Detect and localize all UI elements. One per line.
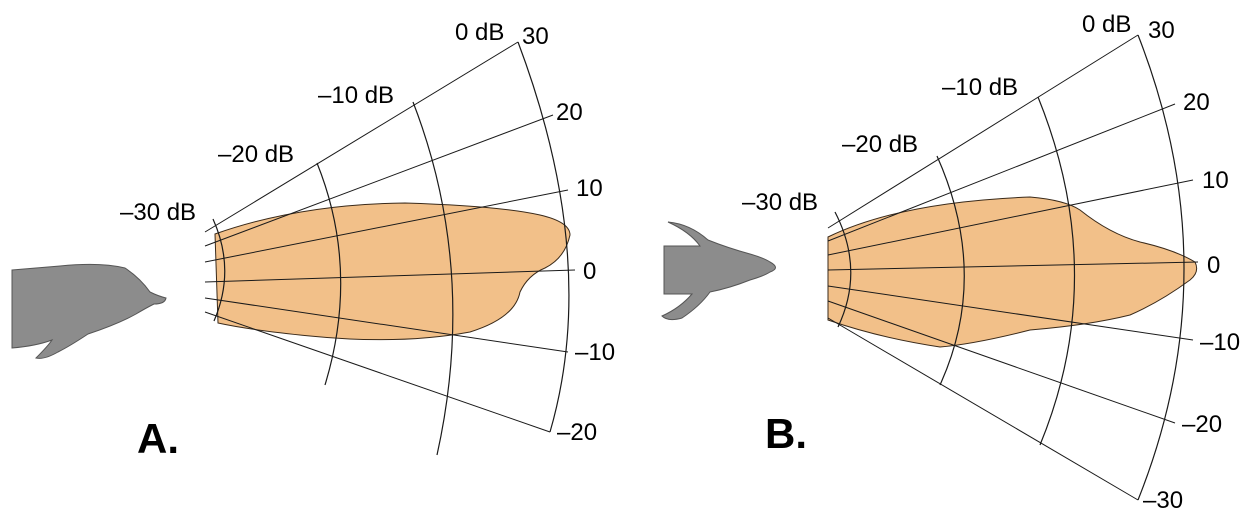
angle-label-neg10: –10 bbox=[575, 339, 615, 366]
angle-label-10: 10 bbox=[576, 175, 603, 202]
db-label-20: –20 dB bbox=[218, 141, 294, 168]
angle-label-30: 30 bbox=[522, 23, 549, 50]
angle-label-30: 30 bbox=[1148, 17, 1175, 44]
db-label-30: –30 dB bbox=[742, 189, 818, 216]
angle-label-20: 20 bbox=[556, 99, 583, 126]
angle-label-neg20: –20 bbox=[1182, 411, 1222, 438]
dolphin-top-view-icon bbox=[661, 221, 776, 321]
db-label-20: –20 dB bbox=[842, 131, 918, 158]
db-label-10: –10 dB bbox=[318, 82, 394, 109]
angle-label-neg10: –10 bbox=[1200, 329, 1240, 356]
db-label-10: –10 dB bbox=[942, 74, 1018, 101]
angle-label-0: 0 bbox=[583, 258, 596, 285]
angle-label-0: 0 bbox=[1207, 252, 1220, 279]
angle-label-neg30: –30 bbox=[1143, 487, 1183, 512]
panel-label-b: B. bbox=[765, 410, 807, 457]
db-label-0: 0 dB bbox=[1082, 11, 1131, 38]
panel-b: 0 dB –10 dB –20 dB –30 dB 30 20 10 0 –10… bbox=[661, 11, 1240, 512]
beam-pattern-area-b bbox=[827, 196, 1198, 348]
angle-label-20: 20 bbox=[1183, 89, 1210, 116]
dolphin-side-view-icon bbox=[11, 263, 167, 359]
angle-label-neg20: –20 bbox=[557, 419, 597, 446]
panel-label-a: A. bbox=[137, 415, 179, 462]
panel-a: 0 dB –10 dB –20 dB –30 dB 30 20 10 0 –10… bbox=[11, 19, 615, 456]
db-label-0: 0 dB bbox=[455, 19, 504, 46]
angle-rays-a bbox=[204, 41, 576, 433]
db-label-30: –30 dB bbox=[120, 199, 196, 226]
beam-pattern-area-a bbox=[214, 202, 571, 341]
angle-rays-b bbox=[827, 34, 1199, 501]
angle-label-10: 10 bbox=[1202, 167, 1229, 194]
